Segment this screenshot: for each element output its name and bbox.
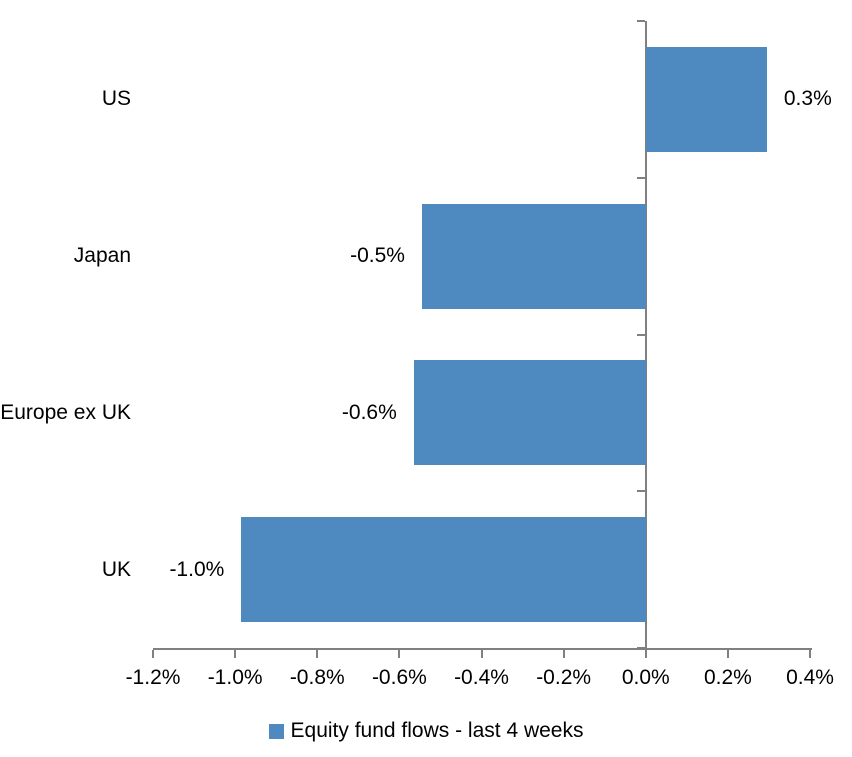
x-axis-line <box>153 648 812 650</box>
bar-japan <box>421 203 646 309</box>
x-axis-tick <box>234 650 237 658</box>
x-axis-tick <box>152 650 154 658</box>
legend-swatch <box>268 723 284 739</box>
x-axis-tick <box>316 650 319 658</box>
y-axis-tick <box>637 333 646 336</box>
y-axis-tick <box>637 20 646 22</box>
value-label: -1.0% <box>169 557 225 581</box>
bar-uk <box>241 517 646 623</box>
x-tick-label: 0.4% <box>786 666 834 689</box>
x-tick-label: -1.0% <box>207 666 263 689</box>
category-label: US <box>101 87 131 111</box>
x-tick-label: -0.6% <box>371 666 427 689</box>
y-axis-line <box>645 21 648 648</box>
x-tick-label: -0.2% <box>536 666 592 689</box>
legend-label: Equity fund flows - last 4 weeks <box>290 719 584 742</box>
value-label: -0.5% <box>350 244 405 268</box>
y-axis-tick <box>637 490 646 493</box>
category-label: Europe ex UK <box>0 400 131 424</box>
y-axis-tick <box>637 647 646 649</box>
value-label: 0.3% <box>783 87 832 111</box>
x-tick-label: -0.8% <box>289 666 345 689</box>
x-axis-tick <box>480 650 483 658</box>
x-tick-label: -0.4% <box>454 666 509 689</box>
bar-europe-ex-uk <box>413 360 646 466</box>
legend: Equity fund flows - last 4 weeks <box>0 717 852 745</box>
x-tick-label: 0.2% <box>703 666 752 689</box>
x-tick-label: -1.2% <box>125 666 181 689</box>
x-axis-tick <box>726 650 729 658</box>
category-label: UK <box>101 557 131 581</box>
x-axis-tick <box>809 650 811 658</box>
category-label: Japan <box>73 244 131 268</box>
x-axis-tick <box>644 650 647 658</box>
x-axis-tick <box>398 650 401 658</box>
y-axis-tick <box>637 176 646 179</box>
x-axis-tick <box>562 650 565 658</box>
value-label: -0.6% <box>341 400 397 424</box>
bar-us <box>645 46 767 152</box>
x-tick-label: 0.0% <box>621 666 670 689</box>
